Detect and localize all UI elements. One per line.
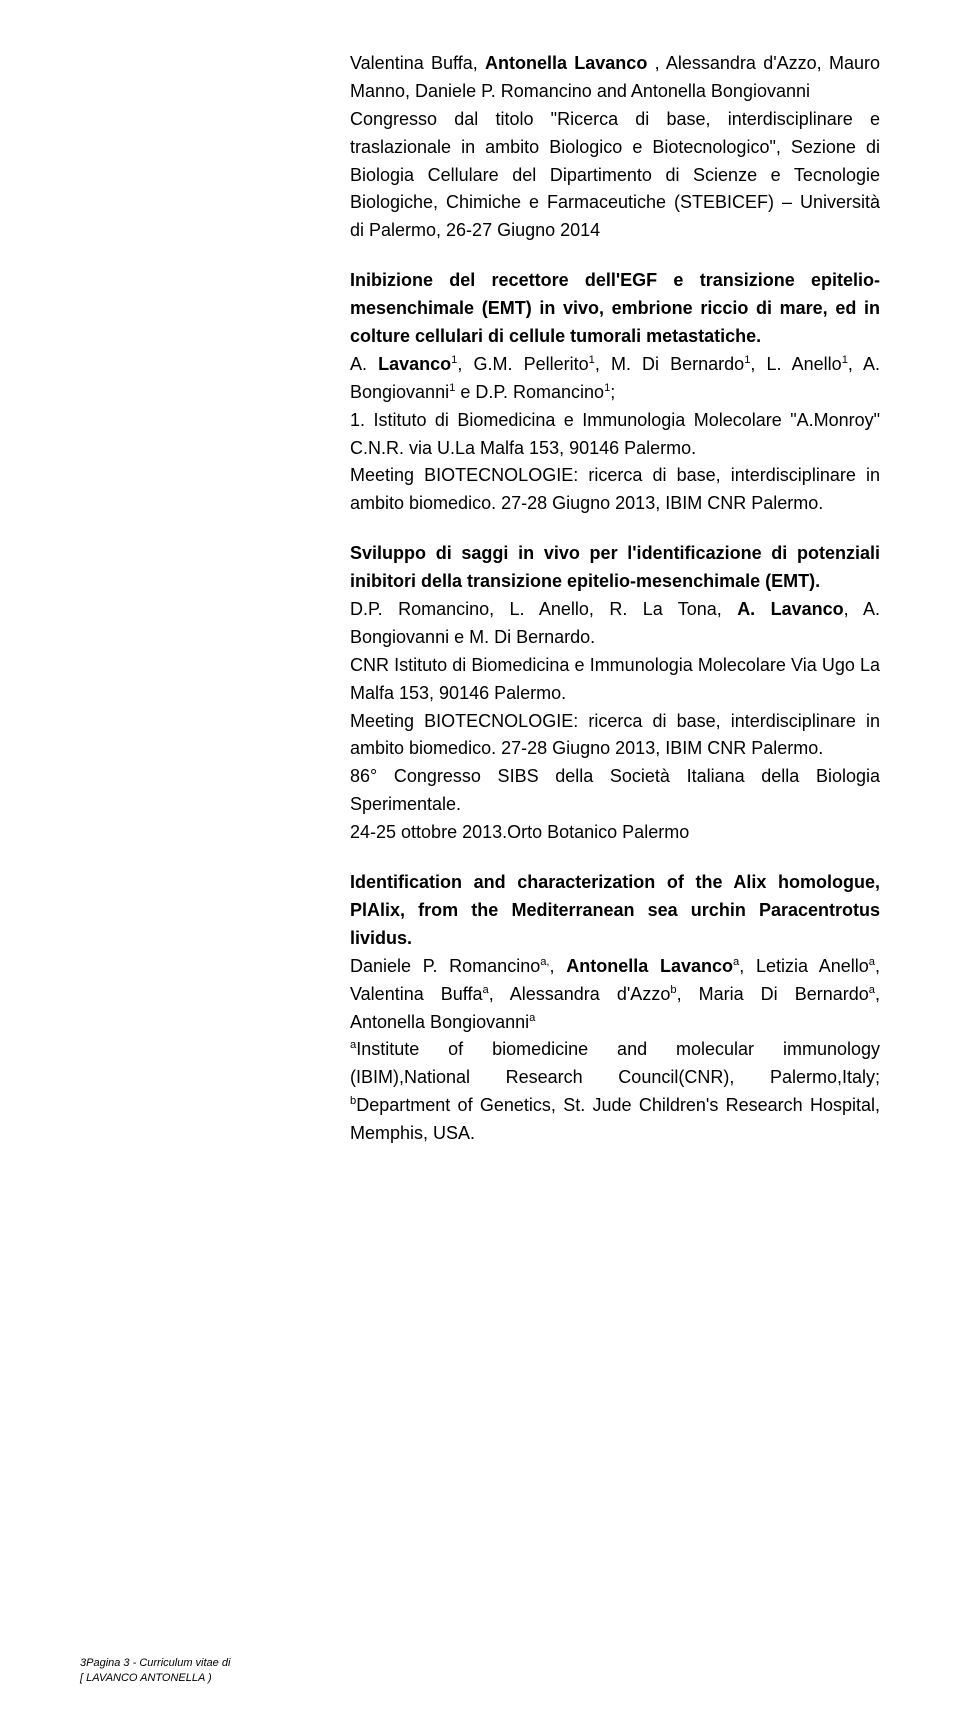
p4-title: Identification and characterization of t… (350, 872, 880, 948)
p4-m4: , Alessandra d'Azzo (489, 984, 671, 1004)
para-3: Sviluppo di saggi in vivo per l'identifi… (350, 540, 880, 847)
page-footer: 3Pagina 3 - Curriculum vitae di [ LAVANC… (80, 1656, 230, 1685)
p2-mid1: , G.M. Pellerito (457, 354, 588, 374)
p3-meet: Meeting BIOTECNOLOGIE: ricerca di base, … (350, 711, 880, 759)
p3-conf2: 24-25 ottobre 2013.Orto Botanico Palermo (350, 822, 689, 842)
document-page: Valentina Buffa, Antonella Lavanco , Ale… (0, 0, 960, 1710)
p2-meet: Meeting BIOTECNOLOGIE: ricerca di base, … (350, 465, 880, 513)
body-text-region: Valentina Buffa, Antonella Lavanco , Ale… (350, 50, 880, 1148)
p2-auth-pre: A. (350, 354, 378, 374)
p2-mid2: , M. Di Bernardo (595, 354, 744, 374)
p2-aff: 1. Istituto di Biomedicina e Immunologia… (350, 410, 880, 458)
para-2: Inibizione del recettore dell'EGF e tran… (350, 267, 880, 518)
p1-a: Valentina Buffa, (350, 53, 485, 73)
p4-pre: Daniele P. Romancino (350, 956, 540, 976)
p4-affa: Institute of biomedicine and molecular i… (350, 1039, 880, 1087)
para-4: Identification and characterization of t… (350, 869, 880, 1148)
footer-line1: Pagina 3 - Curriculum vitae di (86, 1657, 230, 1669)
p3-auth-b: A. Lavanco (737, 599, 843, 619)
p1-b: Antonella Lavanco (485, 53, 647, 73)
p2-mid5: e D.P. Romancino (455, 382, 604, 402)
p3-aff: CNR Istituto di Biomedicina e Immunologi… (350, 655, 880, 703)
p4-bold1: Antonella Lavanco (566, 956, 733, 976)
p1-d: Congresso dal titolo "Ricerca di base, i… (350, 109, 880, 241)
para-1: Valentina Buffa, Antonella Lavanco , Ale… (350, 50, 880, 245)
p2-end: ; (610, 382, 615, 402)
p4-supa6: a (529, 1012, 535, 1024)
p3-conf1: 86° Congresso SIBS della Società Italian… (350, 766, 880, 814)
p3-auth-a: D.P. Romancino, L. Anello, R. La Tona, (350, 599, 737, 619)
p4-supa1: a, (540, 956, 549, 968)
p4-affb: Department of Genetics, St. Jude Childre… (350, 1095, 880, 1143)
p4-m5: , Maria Di Bernardo (677, 984, 869, 1004)
p2-title: Inibizione del recettore dell'EGF e tran… (350, 270, 880, 346)
p3-title: Sviluppo di saggi in vivo per l'identifi… (350, 543, 880, 591)
p2-auth-bold: Lavanco (378, 354, 451, 374)
p4-m2: , Letizia Anello (739, 956, 869, 976)
p4-m1: , (550, 956, 567, 976)
p2-mid3: , L. Anello (750, 354, 841, 374)
footer-line2: [ LAVANCO ANTONELLA ) (80, 1672, 212, 1684)
